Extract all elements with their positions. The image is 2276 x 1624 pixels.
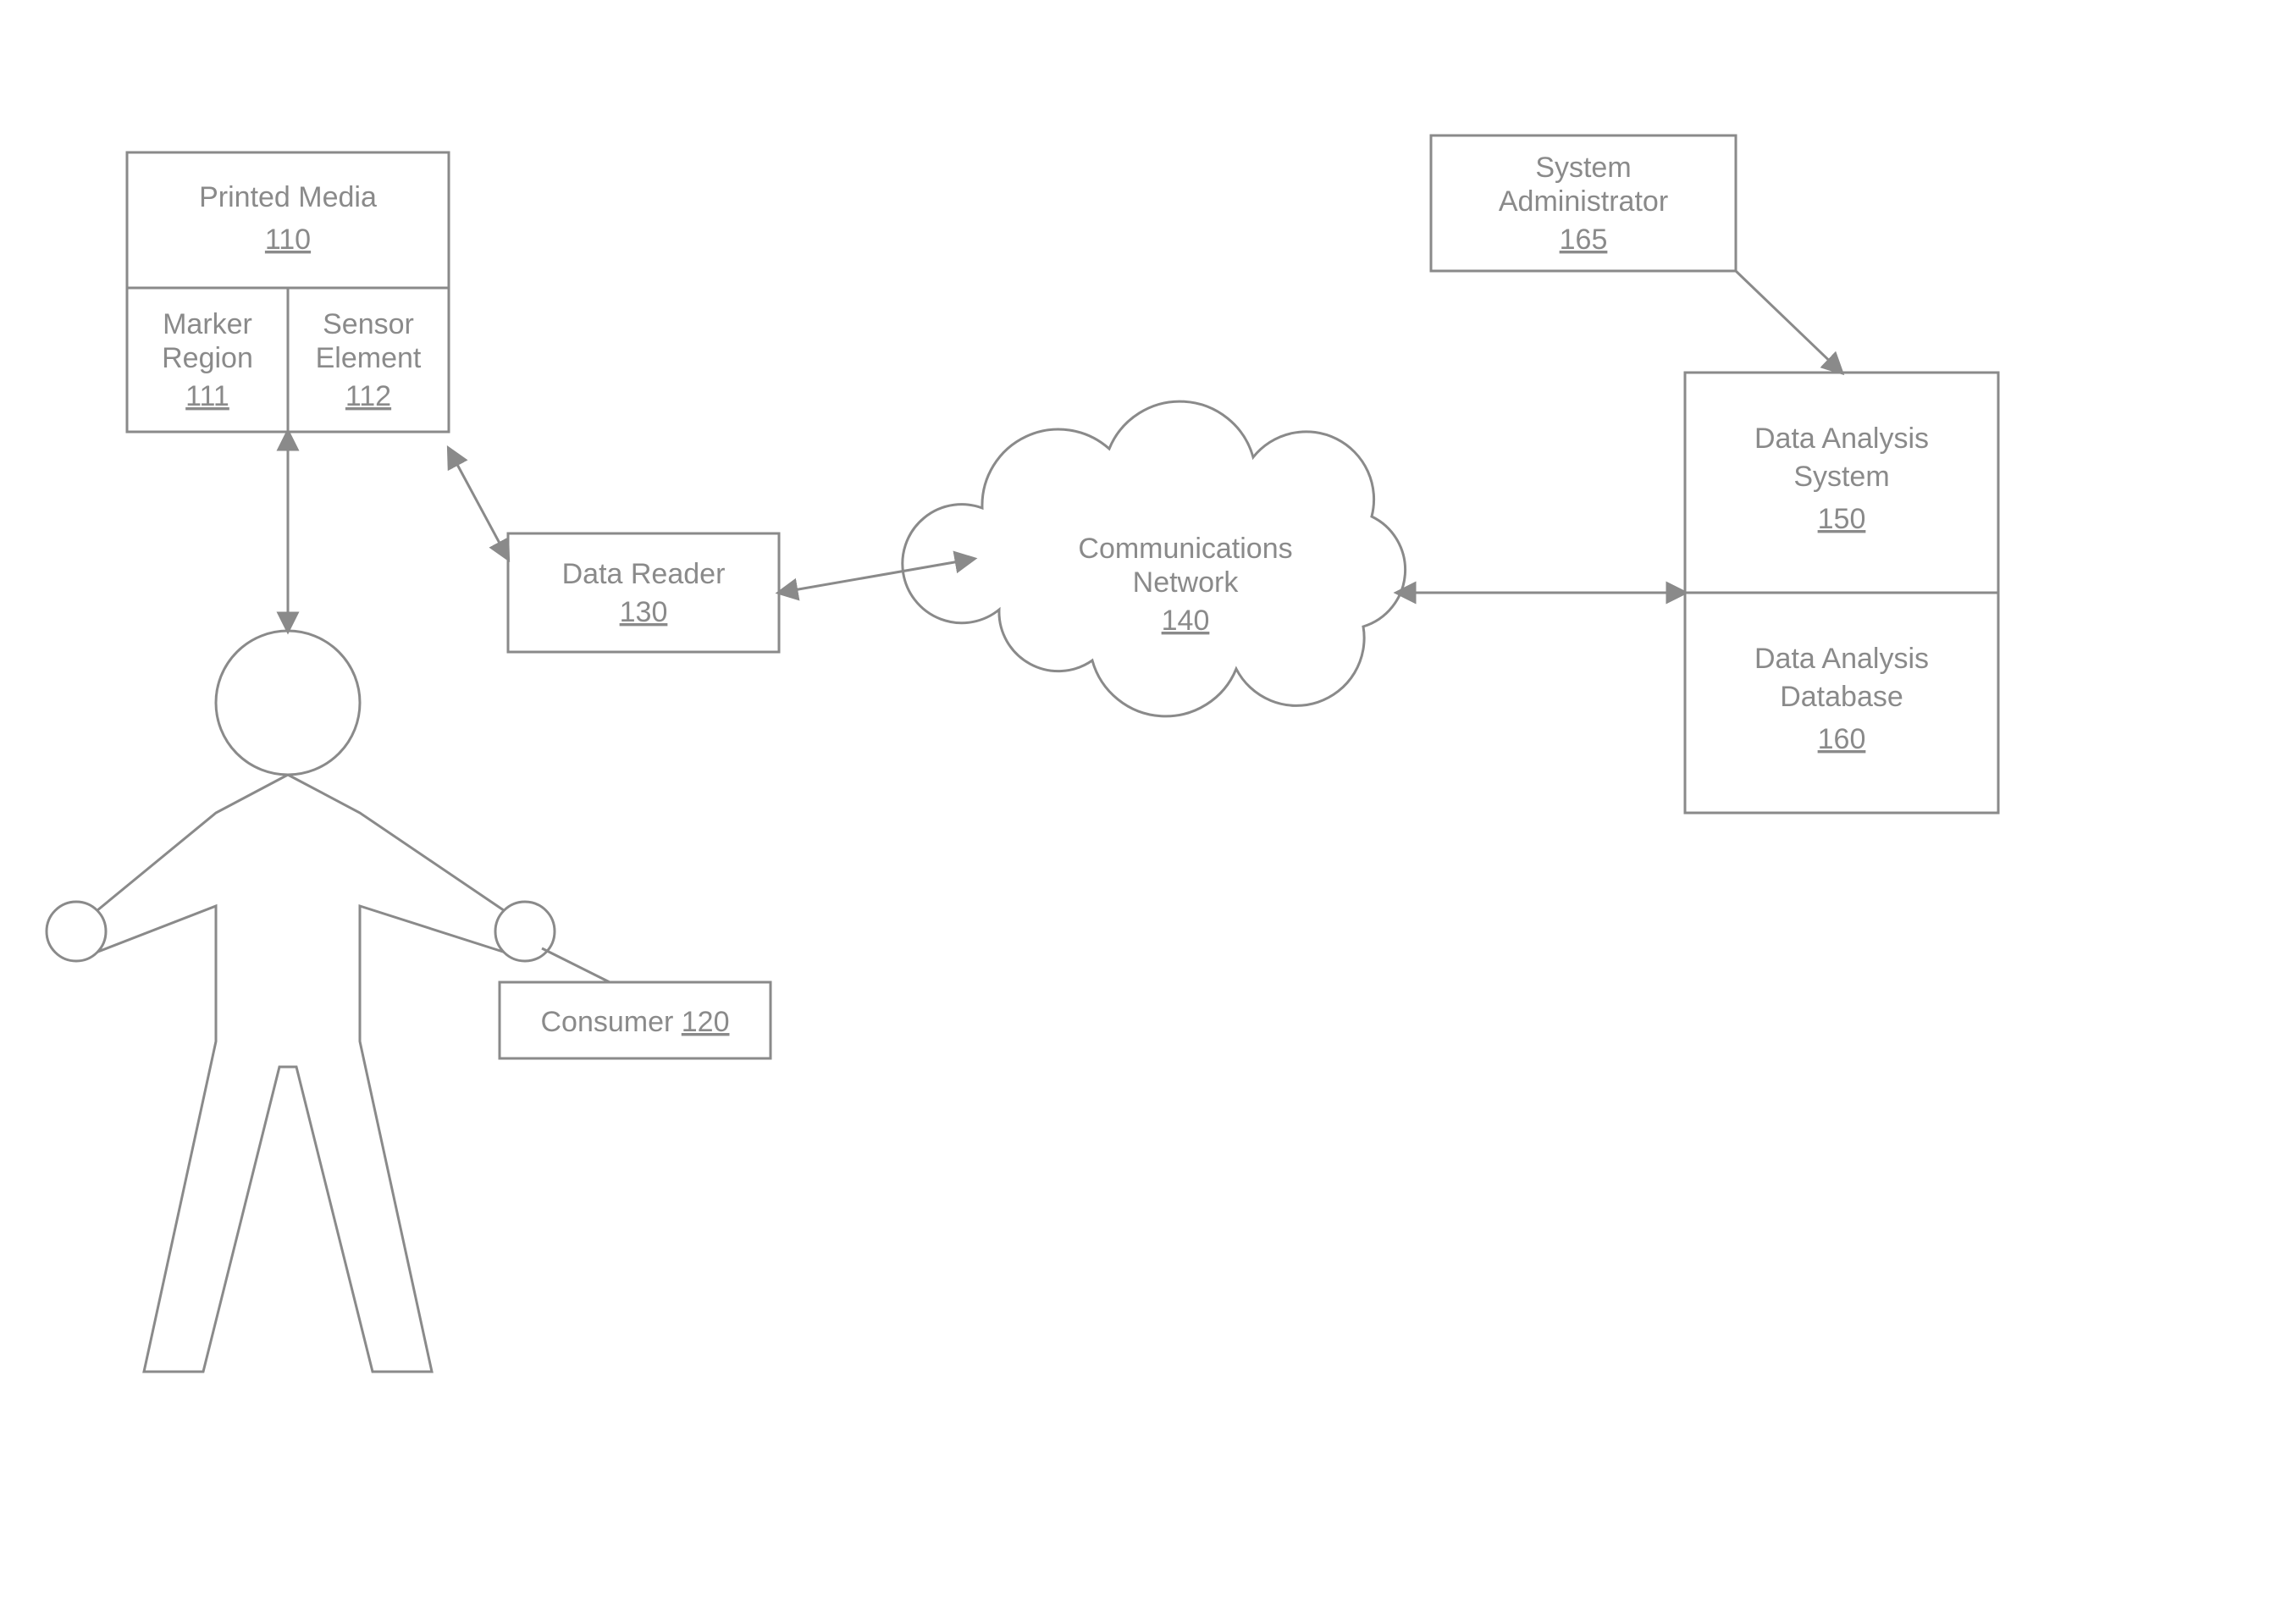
svg-text:130: 130 (620, 596, 668, 628)
svg-text:Network: Network (1133, 566, 1240, 599)
edge (1736, 271, 1842, 373)
consumer-stick-figure (47, 631, 555, 1372)
svg-text:110: 110 (265, 224, 311, 256)
data-reader-node: Data Reader 130 (508, 533, 779, 652)
edge (779, 559, 974, 593)
svg-text:Administrator: Administrator (1499, 185, 1668, 218)
data-analysis-stack: Data Analysis System 150 Data Analysis Datab… (1685, 373, 1998, 813)
svg-text:Consumer 120: Consumer 120 (540, 1006, 729, 1038)
svg-text:112: 112 (345, 380, 391, 412)
svg-text:Printed Media: Printed Media (199, 181, 377, 213)
svg-text:Data Reader: Data Reader (562, 558, 726, 590)
svg-text:Database: Database (1780, 681, 1903, 713)
svg-text:150: 150 (1818, 503, 1866, 535)
svg-text:System: System (1793, 461, 1889, 493)
edge (449, 449, 508, 559)
communications-network-cloud: CommunicationsNetwork 140 (903, 401, 1406, 716)
svg-text:Sensor: Sensor (323, 308, 414, 340)
system-administrator-node: SystemAdministrator 165 (1431, 135, 1736, 271)
svg-text:Element: Element (316, 342, 422, 374)
consumer-node: Consumer 120 (500, 982, 771, 1058)
svg-text:160: 160 (1818, 723, 1866, 755)
edge (542, 948, 610, 982)
svg-text:Marker: Marker (163, 308, 252, 340)
svg-text:System: System (1535, 152, 1631, 184)
svg-text:Data Analysis: Data Analysis (1754, 643, 1929, 675)
svg-text:Region: Region (162, 342, 253, 374)
svg-text:165: 165 (1560, 224, 1608, 256)
diagram-canvas: Printed Media 110 MarkerRegion 111 SensorEle… (0, 0, 2276, 1624)
svg-text:111: 111 (185, 380, 229, 412)
svg-text:Communications: Communications (1078, 533, 1292, 565)
svg-text:Data Analysis: Data Analysis (1754, 423, 1929, 455)
printed-media-node: Printed Media 110 MarkerRegion 111 SensorEle… (127, 152, 449, 432)
svg-text:140: 140 (1162, 605, 1210, 637)
